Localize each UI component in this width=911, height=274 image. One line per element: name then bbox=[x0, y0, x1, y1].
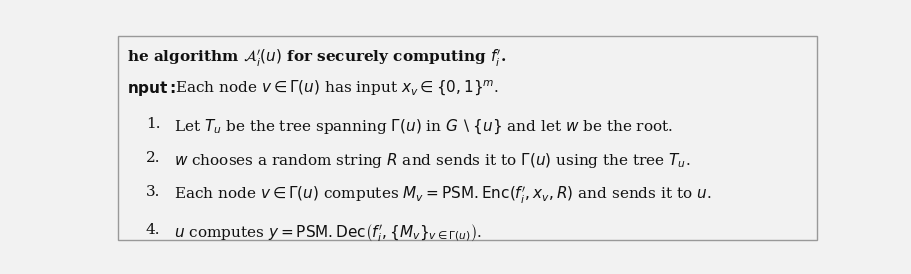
Text: $w$ chooses a random string $R$ and sends it to $\Gamma(u)$ using the tree $T_u$: $w$ chooses a random string $R$ and send… bbox=[174, 151, 690, 170]
Text: he algorithm $\mathcal{A}_i^{\prime}(u)$ for securely computing $f_i^{\prime}$.: he algorithm $\mathcal{A}_i^{\prime}(u)$… bbox=[127, 48, 506, 69]
Text: Each node $v \in \Gamma(u)$ has input $x_v \in \{0,1\}^m$.: Each node $v \in \Gamma(u)$ has input $x… bbox=[175, 79, 498, 98]
Text: $u$ computes $y = \mathsf{PSM.Dec}\left(f_i^{\prime}, \{M_v\}_{v \in \Gamma(u)}\: $u$ computes $y = \mathsf{PSM.Dec}\left(… bbox=[174, 223, 482, 244]
Text: 2.: 2. bbox=[146, 151, 160, 165]
Text: Let $T_u$ be the tree spanning $\Gamma(u)$ in $G \setminus \{u\}$ and let $w$ be: Let $T_u$ be the tree spanning $\Gamma(u… bbox=[174, 117, 672, 136]
Text: $\mathbf{nput:}$: $\mathbf{nput:}$ bbox=[127, 79, 176, 98]
FancyBboxPatch shape bbox=[118, 36, 816, 240]
Text: 4.: 4. bbox=[146, 223, 160, 237]
Text: Each node $v \in \Gamma(u)$ computes $M_v = \mathsf{PSM.Enc}(f_i^{\prime}, x_v, : Each node $v \in \Gamma(u)$ computes $M_… bbox=[174, 185, 711, 206]
Text: 1.: 1. bbox=[146, 117, 160, 131]
Text: 3.: 3. bbox=[146, 185, 160, 199]
